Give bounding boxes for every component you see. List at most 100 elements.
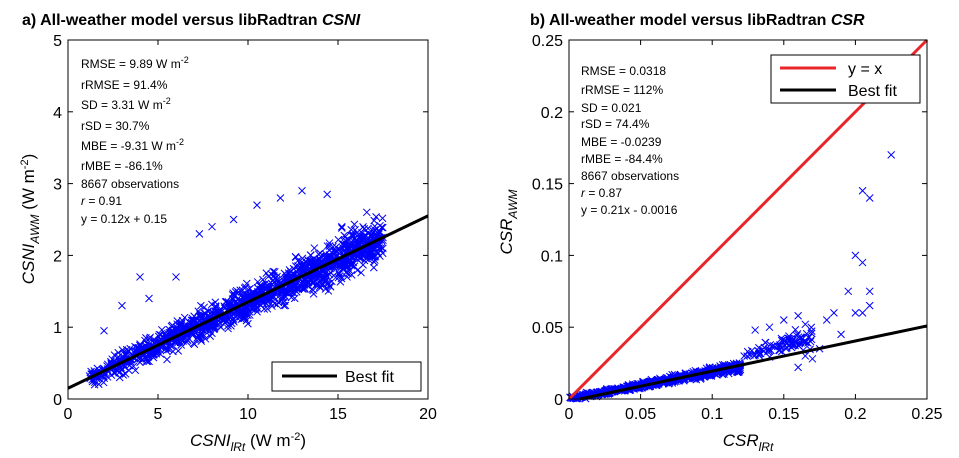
x-tick-label: 0.2	[844, 406, 866, 423]
scatter-point	[115, 373, 124, 382]
x-tick-label: 0.15	[768, 406, 799, 423]
panel-b-stat-rmse: RMSE = 0.0318	[581, 64, 666, 78]
scatter-point	[794, 311, 802, 320]
panel-a-y-axis-label: CSNIAWM (W m-2)	[19, 154, 42, 285]
scatter-point	[858, 308, 867, 317]
scatter-point	[801, 338, 810, 347]
scatter-point	[787, 334, 796, 343]
scatter-point	[851, 251, 860, 260]
scatter-point	[220, 302, 229, 311]
scatter-point	[755, 343, 763, 352]
scatter-point	[347, 225, 356, 234]
scatter-point	[339, 242, 348, 250]
scatter-point	[794, 363, 802, 372]
scatter-point	[243, 304, 252, 312]
panel-b-stat-rsd: rSD = 74.4%	[581, 117, 650, 131]
scatter-point	[298, 186, 306, 195]
scatter-point	[316, 284, 325, 292]
scatter-point	[759, 347, 768, 356]
scatter-point	[335, 272, 344, 280]
y-tick-label: 0	[554, 392, 563, 409]
scatter-point	[357, 234, 366, 242]
scatter-point	[262, 269, 271, 277]
scatter-point	[318, 257, 327, 265]
scatter-point	[761, 338, 770, 347]
scatter-point	[321, 269, 330, 277]
panel-b-ticks: 0 0.05 0.1 0.15 0.2 0.25 0 0.05 0.1 0.15 0.2 0.25	[532, 33, 943, 423]
scatter-point	[865, 194, 874, 202]
scatter-point	[800, 337, 808, 346]
scatter-point	[341, 232, 350, 241]
scatter-point	[169, 347, 177, 356]
scatter-point	[302, 261, 310, 270]
panel-a-stat-r: r = 0.91	[81, 194, 122, 208]
y-tick-label: 5	[53, 33, 62, 50]
scatter-point	[359, 223, 367, 231]
scatter-point	[195, 230, 204, 238]
scatter-point	[90, 380, 99, 389]
scatter-point	[844, 287, 853, 296]
scatter-point	[303, 281, 311, 289]
scatter-point	[324, 279, 333, 288]
scatter-point	[280, 301, 288, 310]
panel-a-legend-best-fit: Best fit	[345, 369, 394, 386]
panel-b-stat-rmbe: rMBE = -84.4%	[581, 152, 663, 166]
y-tick-label: 1	[53, 320, 62, 337]
panel-b-title: b) All-weather model versus libRadtran C…	[530, 12, 865, 29]
scatter-point	[284, 289, 293, 297]
scatter-point	[244, 319, 252, 328]
scatter-point	[357, 250, 366, 259]
scatter-point	[376, 228, 384, 236]
scatter-point	[281, 288, 290, 297]
scatter-point	[807, 335, 816, 344]
panel-a-stat-observations: 8667 observations	[81, 177, 179, 191]
scatter-point	[324, 287, 333, 295]
panel-b-best-fit-line	[579, 324, 928, 401]
scatter-point	[374, 249, 382, 258]
scatter-point	[369, 263, 378, 272]
scatter-point	[87, 367, 95, 376]
scatter-point	[227, 321, 235, 330]
scatter-point	[865, 287, 874, 296]
scatter-point	[122, 349, 131, 358]
panel-a-x-axis-label: CSNIlRt (W m-2)	[190, 431, 306, 454]
scatter-point	[125, 361, 134, 370]
scatter-point	[270, 274, 279, 283]
x-tick-label: 0.25	[911, 406, 942, 423]
x-tick-label: 10	[239, 406, 257, 423]
scatter-point	[294, 262, 302, 270]
panel-b: b) All-weather model versus libRadtran C…	[497, 12, 943, 454]
scatter-point	[260, 305, 269, 313]
scatter-point	[365, 250, 373, 259]
scatter-point	[163, 355, 171, 364]
scatter-point	[240, 284, 249, 292]
scatter-point	[378, 214, 387, 223]
scatter-point	[323, 190, 332, 199]
scatter-point	[276, 194, 285, 202]
scatter-point	[313, 270, 322, 279]
y-tick-label: 0.25	[532, 33, 563, 50]
scatter-point	[338, 260, 347, 269]
scatter-point	[801, 352, 810, 360]
scatter-point	[291, 253, 300, 262]
panel-b-legend-best-fit: Best fit	[848, 83, 897, 100]
y-tick-label: 0	[53, 392, 62, 409]
y-tick-label: 0.05	[532, 320, 563, 337]
panel-a-stats: RMSE = 9.89 W m-2 rRMSE = 91.4% SD = 3.3…	[81, 55, 189, 226]
scatter-point	[144, 351, 153, 359]
panel-b-stat-rrmse: rRMSE = 112%	[581, 83, 663, 97]
scatter-point	[142, 357, 151, 366]
scatter-point	[348, 230, 357, 238]
scatter-point	[197, 335, 205, 344]
scatter-point	[309, 258, 317, 267]
scatter-point	[309, 286, 318, 295]
scatter-point	[168, 326, 177, 335]
scatter-point	[776, 340, 784, 349]
scatter-point	[100, 326, 108, 335]
scatter-point	[264, 272, 273, 281]
panel-b-stats: RMSE = 0.0318 rRMSE = 112% SD = 0.021 rS…	[581, 64, 679, 217]
scatter-point	[377, 223, 386, 232]
scatter-point	[177, 320, 186, 328]
y-tick-label: 0.15	[532, 177, 563, 194]
x-tick-label: 0	[565, 406, 574, 423]
